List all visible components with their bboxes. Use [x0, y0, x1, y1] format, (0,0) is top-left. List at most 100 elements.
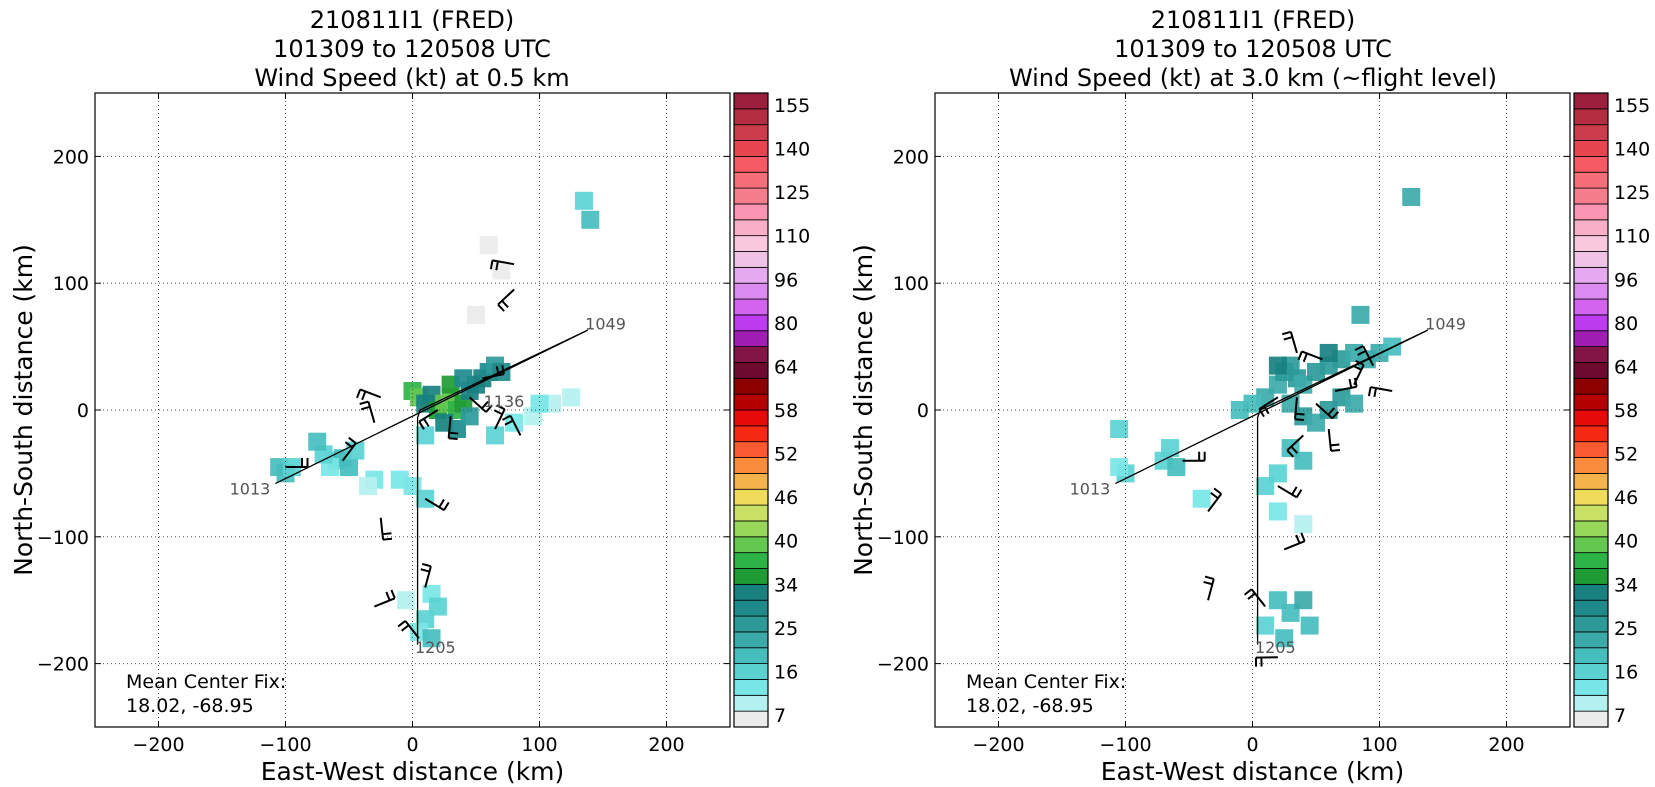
wind-barb [493, 404, 506, 430]
track-time-label: 1013 [230, 479, 271, 498]
panels-layer: 210811I1 (FRED)101309 to 120508 UTCWind … [9, 6, 1650, 786]
wind-barb [285, 458, 309, 469]
wind-barb [501, 414, 522, 436]
colorbar-segment [733, 108, 769, 126]
colorbar-segment [733, 472, 769, 490]
wind-barb [1254, 656, 1278, 667]
colorbar-segment [1573, 314, 1609, 332]
wind-speed-cell [422, 629, 441, 648]
colorbar-segment [1573, 235, 1609, 252]
colorbar-segment [1573, 219, 1609, 237]
x-tick-label: 100 [521, 734, 557, 756]
colorbar-tick-label: 110 [774, 226, 810, 248]
colorbar-segment [733, 488, 769, 506]
colorbar-tick-label: 80 [774, 313, 798, 335]
colorbar-tick-label: 34 [774, 574, 798, 596]
track-time-label: 1049 [1425, 315, 1466, 334]
wind-barb [468, 396, 493, 413]
wind-barb [1367, 386, 1393, 398]
colorbar-segment [733, 710, 769, 728]
colorbar-segment [1573, 155, 1609, 173]
colorbar-segment [1573, 362, 1609, 379]
colorbar-segment [733, 92, 769, 110]
wind-speed-cell [1294, 515, 1313, 534]
colorbar-tick-label: 52 [774, 444, 798, 466]
colorbar-segment [733, 631, 769, 649]
y-tick-label: 200 [893, 146, 929, 168]
wind-speed-cell [1160, 439, 1179, 458]
colorbar-segment [1573, 171, 1609, 189]
colorbar-tick-label: 7 [774, 705, 786, 727]
wind-speed-cell [530, 394, 549, 413]
colorbar-segment [733, 314, 769, 332]
colorbar-segment [733, 583, 769, 601]
wind-speed-cell [1275, 629, 1294, 648]
wind-barb [1315, 402, 1340, 420]
wind-speed-cell [1319, 343, 1338, 362]
y-tick-label: −100 [877, 527, 929, 549]
wind-speed-cell [479, 236, 498, 255]
wind-speed-cell [1351, 305, 1370, 324]
colorbar-segment [733, 409, 769, 427]
y-tick-label: 100 [53, 273, 89, 295]
x-tick-label: 0 [1246, 734, 1258, 756]
colorbar-segment [733, 124, 769, 141]
panel-2: 210811I1 (FRED)101309 to 120508 UTCWind … [849, 6, 1650, 786]
colorbar-tick-label: 40 [774, 531, 798, 553]
colorbar-tick-label: 7 [1614, 705, 1626, 727]
mean-center-fix-text: 18.02, -68.95 [126, 695, 254, 717]
colorbar-segment [1573, 710, 1609, 728]
colorbar-segment [1573, 266, 1609, 284]
colorbar-segment [733, 520, 769, 538]
colorbar-segment [1573, 694, 1609, 712]
y-tick-label: 200 [53, 146, 89, 168]
colorbar-segment [1573, 568, 1609, 585]
colorbar-segment [1573, 504, 1609, 522]
colorbar-segment [733, 679, 769, 696]
colorbar-segment [733, 393, 769, 411]
wind-barb [379, 517, 393, 541]
colorbar-segment [733, 694, 769, 712]
grid [935, 93, 1570, 727]
colorbar-segment [1573, 393, 1609, 411]
colorbar-tick-label: 155 [1614, 95, 1650, 117]
y-tick-label: −200 [37, 654, 89, 676]
wind-barb [1286, 434, 1304, 458]
chart-title-line: Wind Speed (kt) at 3.0 km (~flight level… [1009, 64, 1497, 92]
wind-speed-cell [1294, 591, 1313, 610]
colorbar-segment [733, 362, 769, 379]
wind-speed-cell [492, 261, 511, 280]
wind-speed-cell [486, 426, 505, 445]
colorbar-segment [1573, 282, 1609, 300]
wind-speed-cell [1402, 187, 1421, 206]
colorbar-segment [1573, 457, 1609, 474]
colorbar-segment [733, 425, 769, 443]
colorbar-segment [733, 536, 769, 554]
wind-speed-cell [1345, 394, 1364, 413]
colorbar-tick-label: 96 [1614, 269, 1638, 291]
colorbar-segment [733, 568, 769, 585]
wind-barb [1327, 428, 1341, 452]
colorbar-segment [733, 235, 769, 252]
colorbar-tick-label: 140 [774, 139, 810, 161]
colorbar-segment [733, 615, 769, 633]
wind-barb [1182, 451, 1206, 462]
track-time-label: 1049 [585, 315, 626, 334]
colorbar-segment [733, 552, 769, 569]
colorbar-segment [1573, 108, 1609, 126]
wind-speed-cell [1110, 420, 1129, 439]
colorbar-segment [733, 599, 769, 617]
wind-barb [374, 589, 396, 608]
chart-title-line: 210811I1 (FRED) [310, 6, 514, 34]
wind-barb [1203, 575, 1215, 601]
wind-speed-cell [397, 591, 416, 610]
colorbar-segment [733, 251, 769, 268]
wind-speed-cell [308, 432, 327, 451]
track-time-label: 1205 [1255, 638, 1296, 657]
colorbar-segment [733, 140, 769, 157]
wind-barb [359, 400, 376, 423]
wind-speed-cell [416, 426, 435, 445]
colorbar-tick-label: 125 [774, 182, 810, 204]
colorbar-frame [733, 92, 769, 728]
wind-barb [447, 416, 459, 441]
